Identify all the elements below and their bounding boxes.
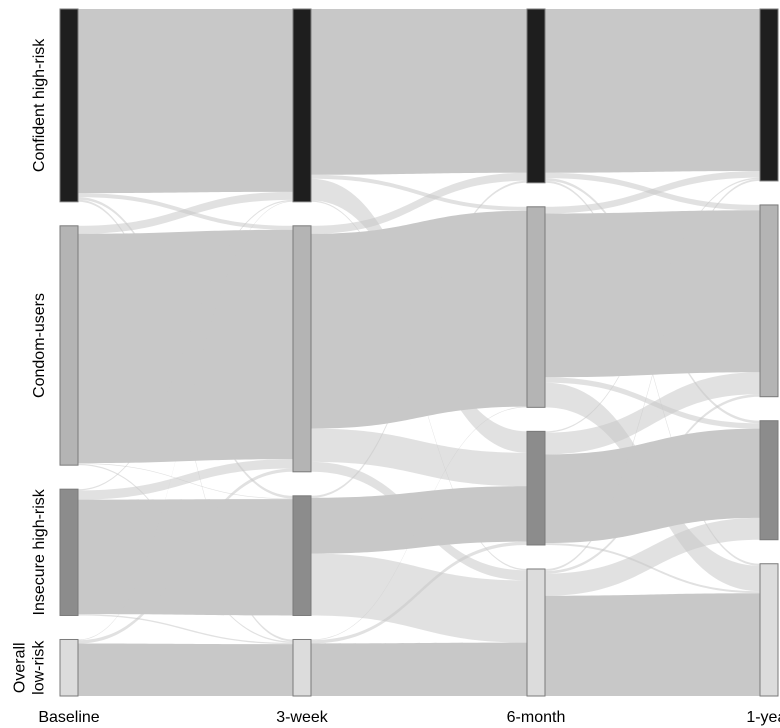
node-6-month-insecure-high-risk — [526, 430, 546, 546]
node-6-month-overall-low-risk — [526, 568, 546, 697]
flow-baseline-condom-users-to-3-week-condom-users — [78, 229, 293, 464]
flow-3-week-confident-high-risk-to-6-month-confident-high-risk — [311, 9, 527, 175]
flow-3-week-overall-low-risk-to-6-month-insecure-high-risk — [311, 541, 527, 644]
node-3-week-confident-high-risk — [292, 8, 312, 203]
timepoint-label-1-year: 1-year — [746, 709, 780, 726]
category-label-line: Insecure high-risk — [31, 488, 48, 615]
flow-3-week-condom-users-to-6-month-condom-users — [311, 210, 527, 429]
node-3-week-condom-users — [292, 225, 312, 473]
category-label-line: Condom-users — [31, 293, 48, 398]
category-label-overall-low-risk: Overall low-risk — [12, 640, 48, 695]
node-6-month-condom-users — [526, 206, 546, 408]
node-baseline-insecure-high-risk — [59, 488, 79, 616]
node-baseline-condom-users — [59, 225, 79, 466]
node-1-year-confident-high-risk — [759, 8, 779, 182]
flow-baseline-insecure-high-risk-to-3-week-condom-users — [78, 459, 293, 500]
flow-baseline-overall-low-risk-to-3-week-condom-users — [78, 468, 293, 644]
flow-6-month-overall-low-risk-to-1-year-overall-low-risk — [545, 593, 760, 696]
flow-3-week-overall-low-risk-to-6-month-overall-low-risk — [311, 642, 527, 696]
flow-6-month-overall-low-risk-to-1-year-condom-users — [545, 394, 760, 574]
flow-baseline-insecure-high-risk-to-3-week-confident-high-risk — [78, 199, 293, 491]
node-1-year-insecure-high-risk — [759, 420, 779, 541]
node-1-year-condom-users — [759, 204, 779, 398]
flow-3-week-condom-users-to-6-month-confident-high-risk — [311, 172, 527, 234]
flow-baseline-confident-high-risk-to-3-week-confident-high-risk — [78, 9, 293, 194]
category-label-line: Overall — [12, 642, 29, 693]
node-3-week-overall-low-risk — [292, 638, 312, 697]
flow-3-week-insecure-high-risk-to-6-month-confident-high-risk — [311, 180, 527, 498]
labels: Baseline 3-week 6-month 1-year Confident hig… — [12, 38, 780, 726]
category-label-insecure-high-risk: Insecure high-risk — [31, 488, 48, 615]
flow-3-week-insecure-high-risk-to-6-month-overall-low-risk — [311, 553, 527, 643]
flow-6-month-confident-high-risk-to-1-year-confident-high-risk — [545, 9, 760, 173]
flow-baseline-overall-low-risk-to-3-week-overall-low-risk — [78, 643, 293, 696]
flow-6-month-overall-low-risk-to-1-year-confident-high-risk — [545, 178, 760, 571]
timepoint-label-baseline: Baseline — [38, 709, 99, 726]
flow-3-week-confident-high-risk-to-6-month-condom-users — [311, 174, 527, 211]
flow-6-month-insecure-high-risk-to-1-year-confident-high-risk — [545, 177, 760, 433]
flow-6-month-condom-users-to-1-year-confident-high-risk — [545, 171, 760, 214]
node-baseline-confident-high-risk — [59, 8, 79, 203]
flow-6-month-insecure-high-risk-to-1-year-overall-low-risk — [545, 543, 760, 594]
flow-6-month-insecure-high-risk-to-1-year-insecure-high-risk — [545, 428, 760, 544]
category-label-condom-users: Condom-users — [31, 293, 48, 398]
nodes — [59, 8, 779, 697]
flow-6-month-insecure-high-risk-to-1-year-condom-users — [545, 372, 760, 455]
category-label-line: Confident high-risk — [31, 38, 48, 172]
category-label-line: low-risk — [31, 640, 48, 695]
flow-baseline-condom-users-to-3-week-confident-high-risk — [78, 191, 293, 234]
flow-3-week-insecure-high-risk-to-6-month-insecure-high-risk — [311, 486, 527, 554]
category-label-confident-high-risk: Confident high-risk — [31, 38, 48, 172]
timepoint-label-6-month: 6-month — [507, 709, 566, 726]
node-6-month-confident-high-risk — [526, 8, 546, 184]
flow-baseline-insecure-high-risk-to-3-week-overall-low-risk — [78, 614, 293, 645]
flow-3-week-overall-low-risk-to-6-month-condom-users — [311, 406, 527, 641]
node-1-year-overall-low-risk — [759, 563, 779, 697]
flows — [78, 9, 760, 696]
flow-6-month-condom-users-to-1-year-condom-users — [545, 210, 760, 378]
flow-baseline-overall-low-risk-to-3-week-confident-high-risk — [78, 201, 293, 641]
flow-3-week-condom-users-to-6-month-insecure-high-risk — [311, 428, 527, 487]
node-baseline-overall-low-risk — [59, 638, 79, 697]
node-3-week-insecure-high-risk — [292, 495, 312, 616]
timepoint-label-3-week: 3-week — [276, 709, 329, 726]
flow-6-month-overall-low-risk-to-1-year-insecure-high-risk — [545, 517, 760, 596]
